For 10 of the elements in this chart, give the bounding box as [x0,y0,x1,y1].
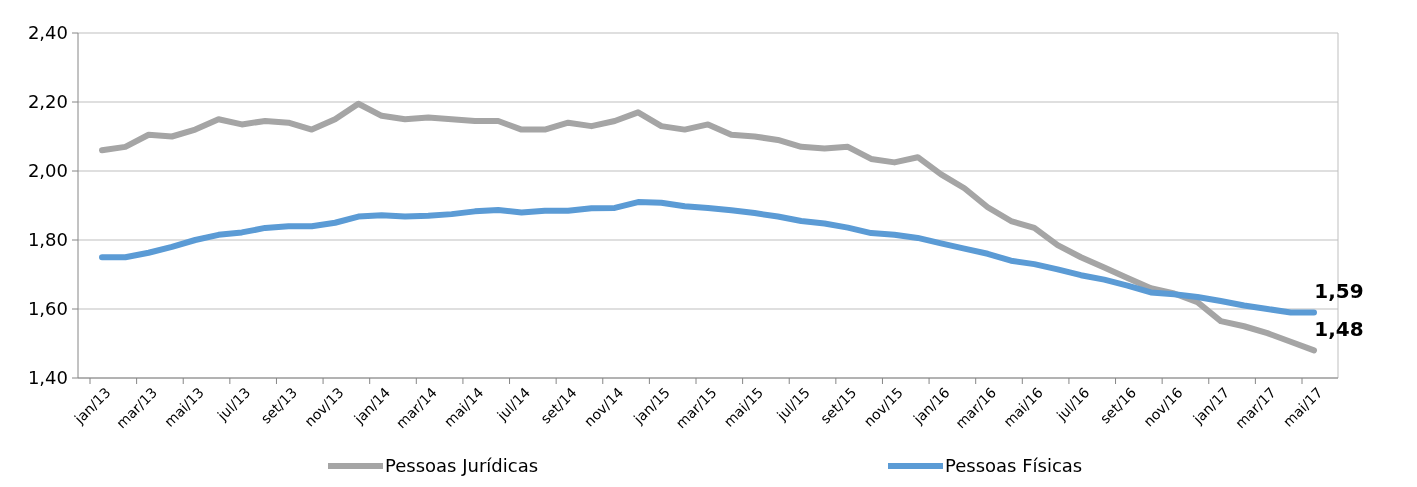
y-tick-label: 1,40 [27,367,68,389]
y-tick-label: 1,60 [27,298,68,320]
legend-label: Pessoas Jurídicas [385,455,539,477]
y-tick-label: 2,00 [27,160,68,182]
data-label: 1,48 [1314,317,1364,342]
y-tick-label: 2,20 [27,91,68,113]
legend-label: Pessoas Físicas [945,455,1083,477]
y-tick-label: 1,80 [27,229,68,251]
y-tick-label: 2,40 [27,22,68,44]
data-label: 1,59 [1314,279,1364,304]
